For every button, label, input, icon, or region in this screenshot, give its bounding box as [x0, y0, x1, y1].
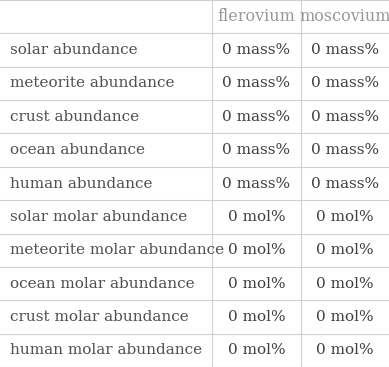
Text: 0 mol%: 0 mol%: [228, 243, 285, 257]
Text: crust molar abundance: crust molar abundance: [10, 310, 189, 324]
Text: 0 mass%: 0 mass%: [311, 76, 379, 90]
Text: ocean abundance: ocean abundance: [10, 143, 145, 157]
Text: 0 mass%: 0 mass%: [222, 143, 291, 157]
Text: 0 mol%: 0 mol%: [228, 310, 285, 324]
Text: 0 mol%: 0 mol%: [316, 210, 374, 224]
Text: human molar abundance: human molar abundance: [10, 343, 202, 357]
Text: solar abundance: solar abundance: [10, 43, 137, 57]
Text: 0 mass%: 0 mass%: [222, 76, 291, 90]
Text: 0 mass%: 0 mass%: [311, 143, 379, 157]
Text: moscovium: moscovium: [299, 8, 389, 25]
Text: meteorite molar abundance: meteorite molar abundance: [10, 243, 224, 257]
Text: crust abundance: crust abundance: [10, 110, 139, 124]
Text: human abundance: human abundance: [10, 177, 152, 190]
Text: 0 mol%: 0 mol%: [228, 210, 285, 224]
Text: 0 mass%: 0 mass%: [311, 43, 379, 57]
Text: 0 mol%: 0 mol%: [228, 277, 285, 291]
Text: ocean molar abundance: ocean molar abundance: [10, 277, 194, 291]
Text: 0 mass%: 0 mass%: [311, 177, 379, 190]
Text: 0 mass%: 0 mass%: [222, 110, 291, 124]
Text: 0 mass%: 0 mass%: [222, 177, 291, 190]
Text: 0 mol%: 0 mol%: [228, 343, 285, 357]
Text: meteorite abundance: meteorite abundance: [10, 76, 174, 90]
Text: 0 mol%: 0 mol%: [316, 343, 374, 357]
Text: solar molar abundance: solar molar abundance: [10, 210, 187, 224]
Text: flerovium: flerovium: [217, 8, 295, 25]
Text: 0 mol%: 0 mol%: [316, 310, 374, 324]
Text: 0 mass%: 0 mass%: [222, 43, 291, 57]
Text: 0 mol%: 0 mol%: [316, 243, 374, 257]
Text: 0 mol%: 0 mol%: [316, 277, 374, 291]
Text: 0 mass%: 0 mass%: [311, 110, 379, 124]
